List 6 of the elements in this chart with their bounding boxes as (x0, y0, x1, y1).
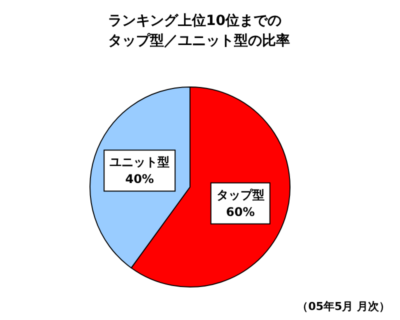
slice-label: ユニット型 (110, 155, 170, 170)
slice-label: タップ型 (216, 188, 264, 202)
data-label: 40% (125, 172, 154, 186)
data-label: 60% (226, 204, 255, 219)
chart-title: ランキング上位10位までのタップ型／ユニット型の比率 (108, 13, 290, 49)
text: （05年5月 月次） (297, 300, 390, 313)
